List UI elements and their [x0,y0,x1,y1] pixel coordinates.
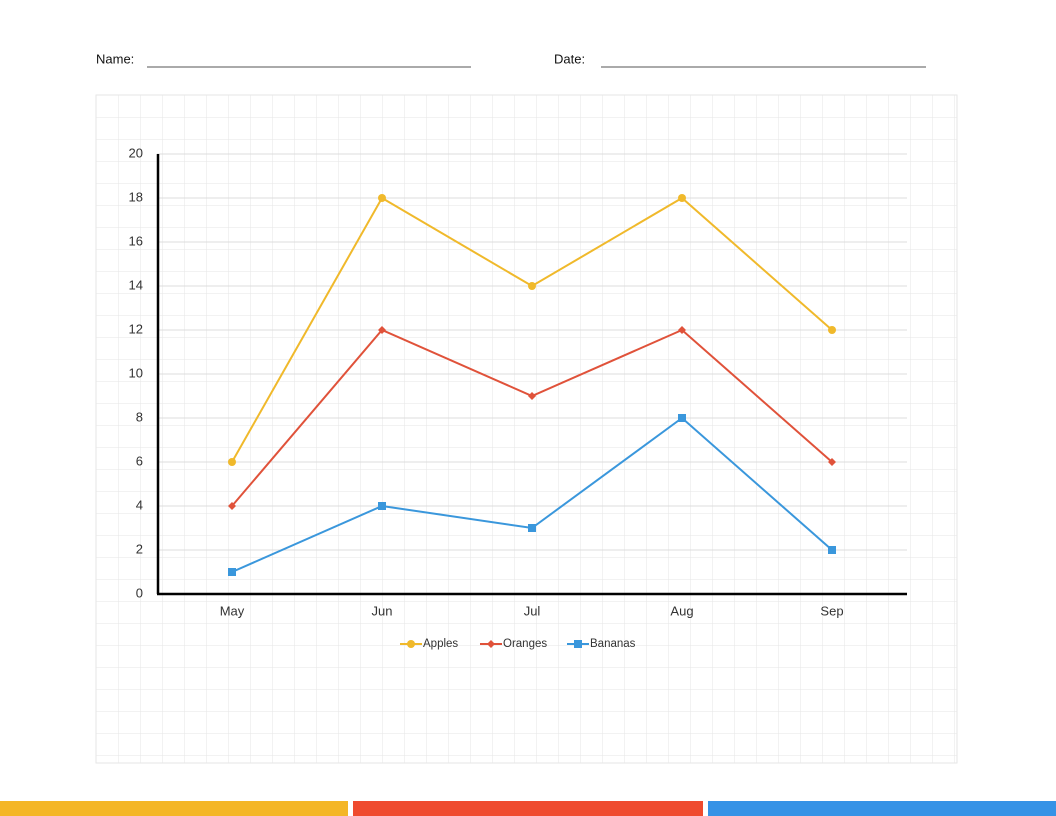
y-tick-label: 20 [129,145,143,160]
data-point [228,568,236,576]
name-label: Name: [96,51,134,66]
y-tick-label: 0 [136,585,143,600]
y-tick-label: 6 [136,453,143,468]
data-point [228,458,236,466]
data-point [228,502,236,510]
y-tick-label: 14 [129,277,143,292]
data-point [528,524,536,532]
y-tick-label: 10 [129,365,143,380]
footer-bar [708,801,1056,816]
y-tick-label: 16 [129,233,143,248]
x-tick-label: May [220,603,245,618]
data-point [378,194,386,202]
x-tick-label: Jul [524,603,541,618]
legend-label: Oranges [503,638,547,650]
data-point [828,458,836,466]
x-tick-label: Jun [372,603,393,618]
graph-paper [95,94,958,764]
footer-bar [0,801,348,816]
legend-marker [487,640,495,648]
y-tick-label: 4 [136,497,143,512]
date-label: Date: [554,51,585,66]
y-tick-label: 8 [136,409,143,424]
data-point [678,414,686,422]
y-tick-label: 18 [129,189,143,204]
data-point [378,502,386,510]
legend-marker [574,640,582,648]
y-tick-label: 12 [129,321,143,336]
x-tick-label: Sep [820,603,843,618]
legend-label: Apples [423,638,458,650]
footer-bar [353,801,703,816]
data-point [378,326,386,334]
legend-label: Bananas [590,638,636,650]
x-tick-label: Aug [670,603,693,618]
legend-marker [407,640,415,648]
data-point [678,326,686,334]
data-point [828,326,836,334]
data-point [528,392,536,400]
data-point [678,194,686,202]
data-point [528,282,536,290]
data-point [828,546,836,554]
y-tick-label: 2 [136,541,143,556]
